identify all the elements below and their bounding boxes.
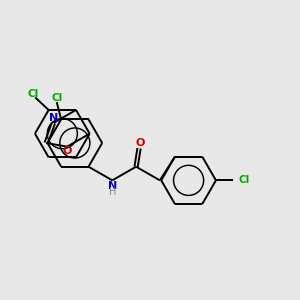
Text: Cl: Cl [238, 176, 250, 185]
Text: N: N [49, 113, 58, 123]
Text: Cl: Cl [27, 88, 38, 99]
Text: O: O [136, 138, 145, 148]
Text: O: O [62, 146, 72, 156]
Text: Cl: Cl [51, 93, 62, 103]
Text: N: N [108, 181, 117, 191]
Text: H: H [109, 187, 116, 197]
